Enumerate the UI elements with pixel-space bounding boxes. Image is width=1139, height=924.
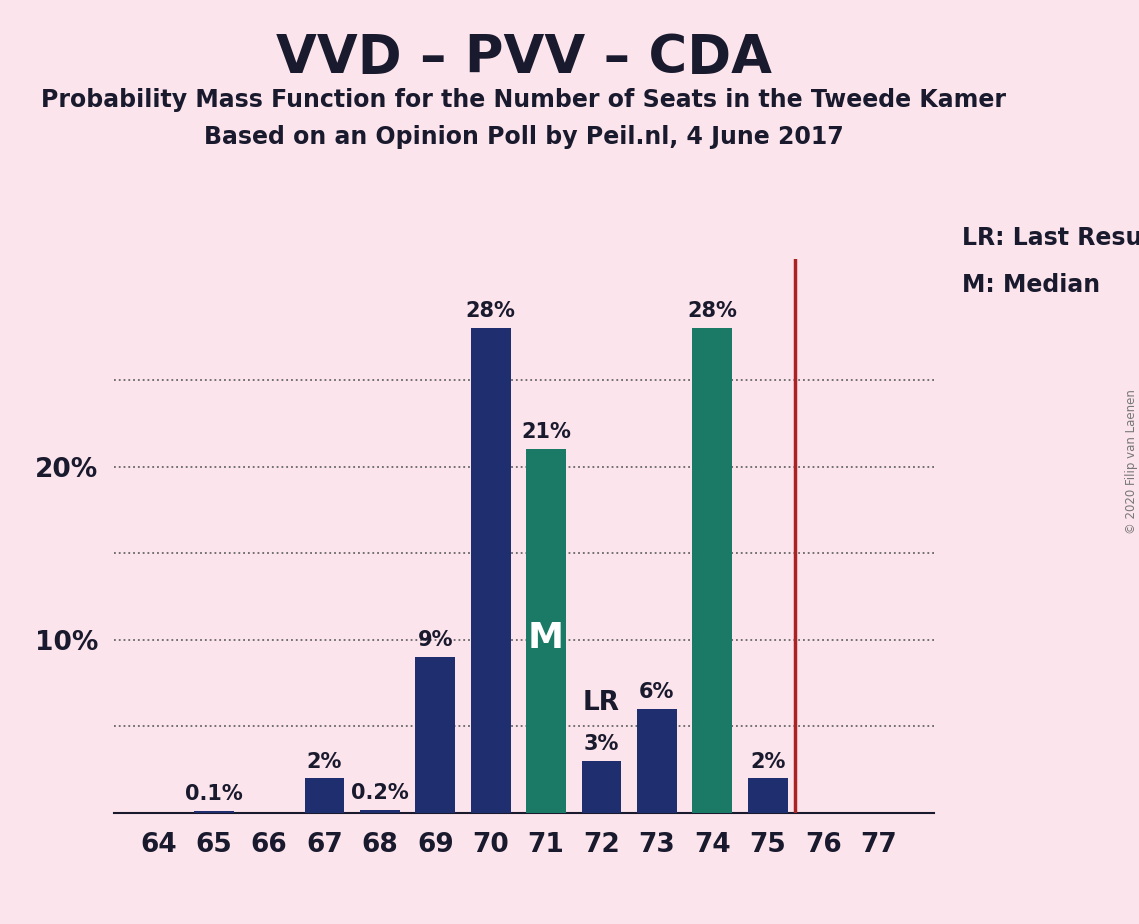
Text: 2%: 2%	[306, 751, 342, 772]
Bar	[360, 809, 400, 813]
Text: 0.2%: 0.2%	[351, 783, 409, 803]
Bar	[748, 778, 788, 813]
Bar	[416, 657, 456, 813]
Text: LR: Last Result: LR: Last Result	[962, 226, 1139, 250]
Bar	[582, 761, 622, 813]
Bar	[194, 811, 233, 813]
Text: 21%: 21%	[522, 422, 571, 443]
Bar	[304, 778, 344, 813]
Bar	[526, 449, 566, 813]
Text: M: M	[528, 622, 564, 655]
Text: Based on an Opinion Poll by Peil.nl, 4 June 2017: Based on an Opinion Poll by Peil.nl, 4 J…	[204, 125, 844, 149]
Bar	[470, 328, 510, 813]
Text: 0.1%: 0.1%	[185, 784, 243, 805]
Text: 28%: 28%	[688, 301, 737, 322]
Bar	[637, 710, 677, 813]
Text: © 2020 Filip van Laenen: © 2020 Filip van Laenen	[1124, 390, 1138, 534]
Text: 28%: 28%	[466, 301, 516, 322]
Text: 3%: 3%	[584, 735, 620, 754]
Text: Probability Mass Function for the Number of Seats in the Tweede Kamer: Probability Mass Function for the Number…	[41, 88, 1007, 112]
Text: 2%: 2%	[751, 751, 786, 772]
Text: 9%: 9%	[418, 630, 453, 650]
Text: 6%: 6%	[639, 682, 674, 702]
Bar	[693, 328, 732, 813]
Text: LR: LR	[583, 690, 620, 716]
Text: VVD – PVV – CDA: VVD – PVV – CDA	[276, 32, 772, 84]
Text: M: Median: M: Median	[962, 273, 1100, 297]
